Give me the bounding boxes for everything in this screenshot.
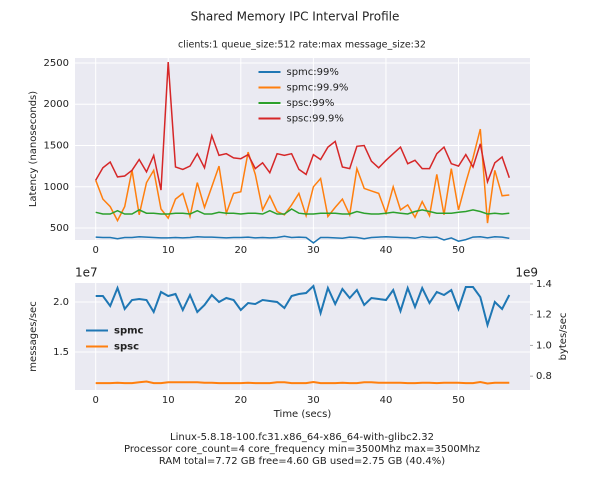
x-tick-label: 30	[307, 245, 320, 256]
plot-area	[75, 58, 530, 240]
chart-subtitle: clients:1 queue_size:512 rate:max messag…	[178, 40, 426, 51]
x-tick-label: 0	[92, 245, 98, 256]
y2-tick-label: 1.2	[536, 310, 552, 321]
y2-tick-label: 1.4	[536, 279, 552, 290]
legend-label: spmc:99%	[287, 67, 339, 78]
legend-label: spsc:99%	[287, 98, 335, 109]
x-tick-label: 50	[452, 245, 465, 256]
legend-label: spsc:99.9%	[287, 114, 344, 125]
x-tick-label: 20	[234, 245, 247, 256]
y-tick-label: 2500	[44, 58, 69, 69]
y-tick-label: 500	[50, 223, 69, 234]
y-axis-label: Latency (nanoseconds)	[28, 91, 39, 207]
plot-area	[75, 283, 530, 390]
legend-label: spsc	[114, 342, 139, 353]
x-tick-label: 50	[452, 395, 465, 406]
series-line	[95, 62, 511, 191]
series-line	[95, 235, 510, 244]
y-axis-label: messages/sec	[28, 301, 39, 371]
legend-label: spmc:99.9%	[287, 83, 349, 94]
y2-tick-label: 0.8	[536, 371, 552, 382]
y-tick-label: 2000	[44, 99, 69, 110]
x-tick-label: 10	[162, 245, 175, 256]
x-tick-label: 0	[92, 395, 98, 406]
y2-offset: 1e9	[515, 266, 538, 280]
series-line	[95, 380, 510, 385]
legend-label: spmc	[114, 326, 144, 337]
y-tick-label: 2.0	[53, 297, 69, 308]
y2-axis-label: bytes/sec	[558, 313, 569, 361]
x-tick-label: 20	[234, 395, 247, 406]
x-tick-label: 40	[380, 245, 393, 256]
y2-tick-label: 1.0	[536, 340, 552, 351]
footer-line: Processor core_count=4 core_frequency mi…	[124, 444, 480, 455]
chart-title: Shared Memory IPC Interval Profile	[191, 10, 400, 24]
x-tick-label: 10	[162, 395, 175, 406]
y-tick-label: 1.5	[53, 347, 69, 358]
y-offset: 1e7	[75, 266, 98, 280]
x-tick-label: 30	[307, 395, 320, 406]
footer-line: RAM total=7.72 GB free=4.60 GB used=2.75…	[159, 456, 445, 467]
series-line	[95, 284, 511, 329]
x-tick-label: 40	[380, 395, 393, 406]
series-line	[95, 208, 510, 215]
y-tick-label: 1500	[44, 140, 69, 151]
y-tick-label: 1000	[44, 182, 69, 193]
x-axis-label: Time (secs)	[273, 409, 332, 420]
footer-line: Linux-5.8.18-100.fc31.x86_64-x86_64-with…	[170, 432, 434, 443]
